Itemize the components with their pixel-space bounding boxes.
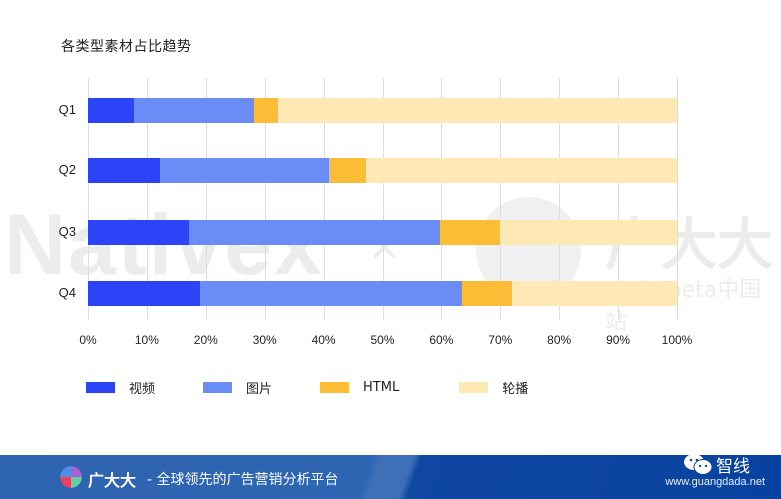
legend-item[interactable]: 视频 <box>86 378 155 397</box>
legend-item[interactable]: 图片 <box>203 378 272 397</box>
bar-segment[interactable] <box>88 158 160 183</box>
bar-segment[interactable] <box>512 281 677 306</box>
gridline <box>677 78 678 320</box>
chart-title: 各类型素材占比趋势 <box>61 39 192 55</box>
gridline <box>146 78 148 320</box>
x-axis-tick: 70% <box>488 333 513 347</box>
gridline <box>323 78 325 320</box>
bar-segment[interactable] <box>88 281 200 306</box>
bar-segment[interactable] <box>88 98 134 123</box>
x-axis-tick: 50% <box>370 333 395 347</box>
x-axis-tick: 20% <box>193 333 218 347</box>
bar-segment[interactable] <box>500 220 677 245</box>
plot-area <box>88 78 678 320</box>
bar-segment[interactable] <box>133 98 255 123</box>
bar-segment[interactable] <box>159 158 329 183</box>
legend-item[interactable]: 轮播 <box>459 378 528 397</box>
y-axis-label: Q1 <box>58 102 76 117</box>
x-axis-tick: 60% <box>429 333 454 347</box>
legend-item[interactable]: HTML <box>320 380 399 395</box>
legend-label: 轮播 <box>502 382 529 397</box>
x-axis-tick: 30% <box>252 333 277 347</box>
x-axis-tick: 10% <box>134 333 159 347</box>
y-axis-label: Q3 <box>58 224 76 239</box>
gridline <box>382 78 384 320</box>
x-axis-tick: 0% <box>79 333 97 347</box>
bar-q3 <box>88 220 677 245</box>
footer-brand: 广大大 <box>88 471 137 490</box>
legend-swatch <box>203 382 233 393</box>
y-axis-label: Q2 <box>58 162 76 177</box>
footer-url[interactable]: www.guangdada.net <box>665 476 765 488</box>
gridline <box>618 78 620 320</box>
bar-q1 <box>88 98 677 123</box>
gridline <box>264 78 266 320</box>
gridline <box>500 78 502 320</box>
legend-swatch <box>86 382 115 393</box>
x-axis-tick: 40% <box>311 333 336 347</box>
gridline <box>88 78 89 320</box>
gridline <box>205 78 207 320</box>
bar-segment[interactable] <box>365 158 677 183</box>
bar-segment[interactable] <box>278 98 677 123</box>
bar-segment[interactable] <box>88 220 189 245</box>
bar-segment[interactable] <box>188 220 441 245</box>
wechat-icon <box>682 452 716 478</box>
bar-segment[interactable] <box>440 220 501 245</box>
footer-slogan: - 全球领先的广告营销分析平台 <box>147 472 339 488</box>
bar-segment[interactable] <box>254 98 279 123</box>
x-axis-tick: 90% <box>606 333 631 347</box>
wechat-account-label: 智线 <box>716 457 750 477</box>
legend-swatch <box>459 382 489 393</box>
legend: 视频 图片 HTML 轮播 <box>86 378 528 397</box>
legend-label: HTML <box>363 380 400 395</box>
legend-label: 图片 <box>246 382 273 397</box>
legend-label: 视频 <box>129 382 156 397</box>
bar-segment[interactable] <box>199 281 462 306</box>
gridline <box>559 78 561 320</box>
guangdada-logo-icon <box>60 466 82 488</box>
gridline <box>441 78 443 320</box>
bar-segment[interactable] <box>328 158 366 183</box>
x-axis-tick: 100% <box>661 333 693 347</box>
legend-swatch <box>320 382 350 393</box>
x-axis-tick: 80% <box>547 333 572 347</box>
bar-q4 <box>88 281 677 306</box>
bar-segment[interactable] <box>462 281 513 306</box>
y-axis-label: Q4 <box>58 285 76 300</box>
bar-q2 <box>88 158 677 183</box>
footer-banner: 广大大 - 全球领先的广告营销分析平台 www.guangdada.net <box>0 455 781 499</box>
